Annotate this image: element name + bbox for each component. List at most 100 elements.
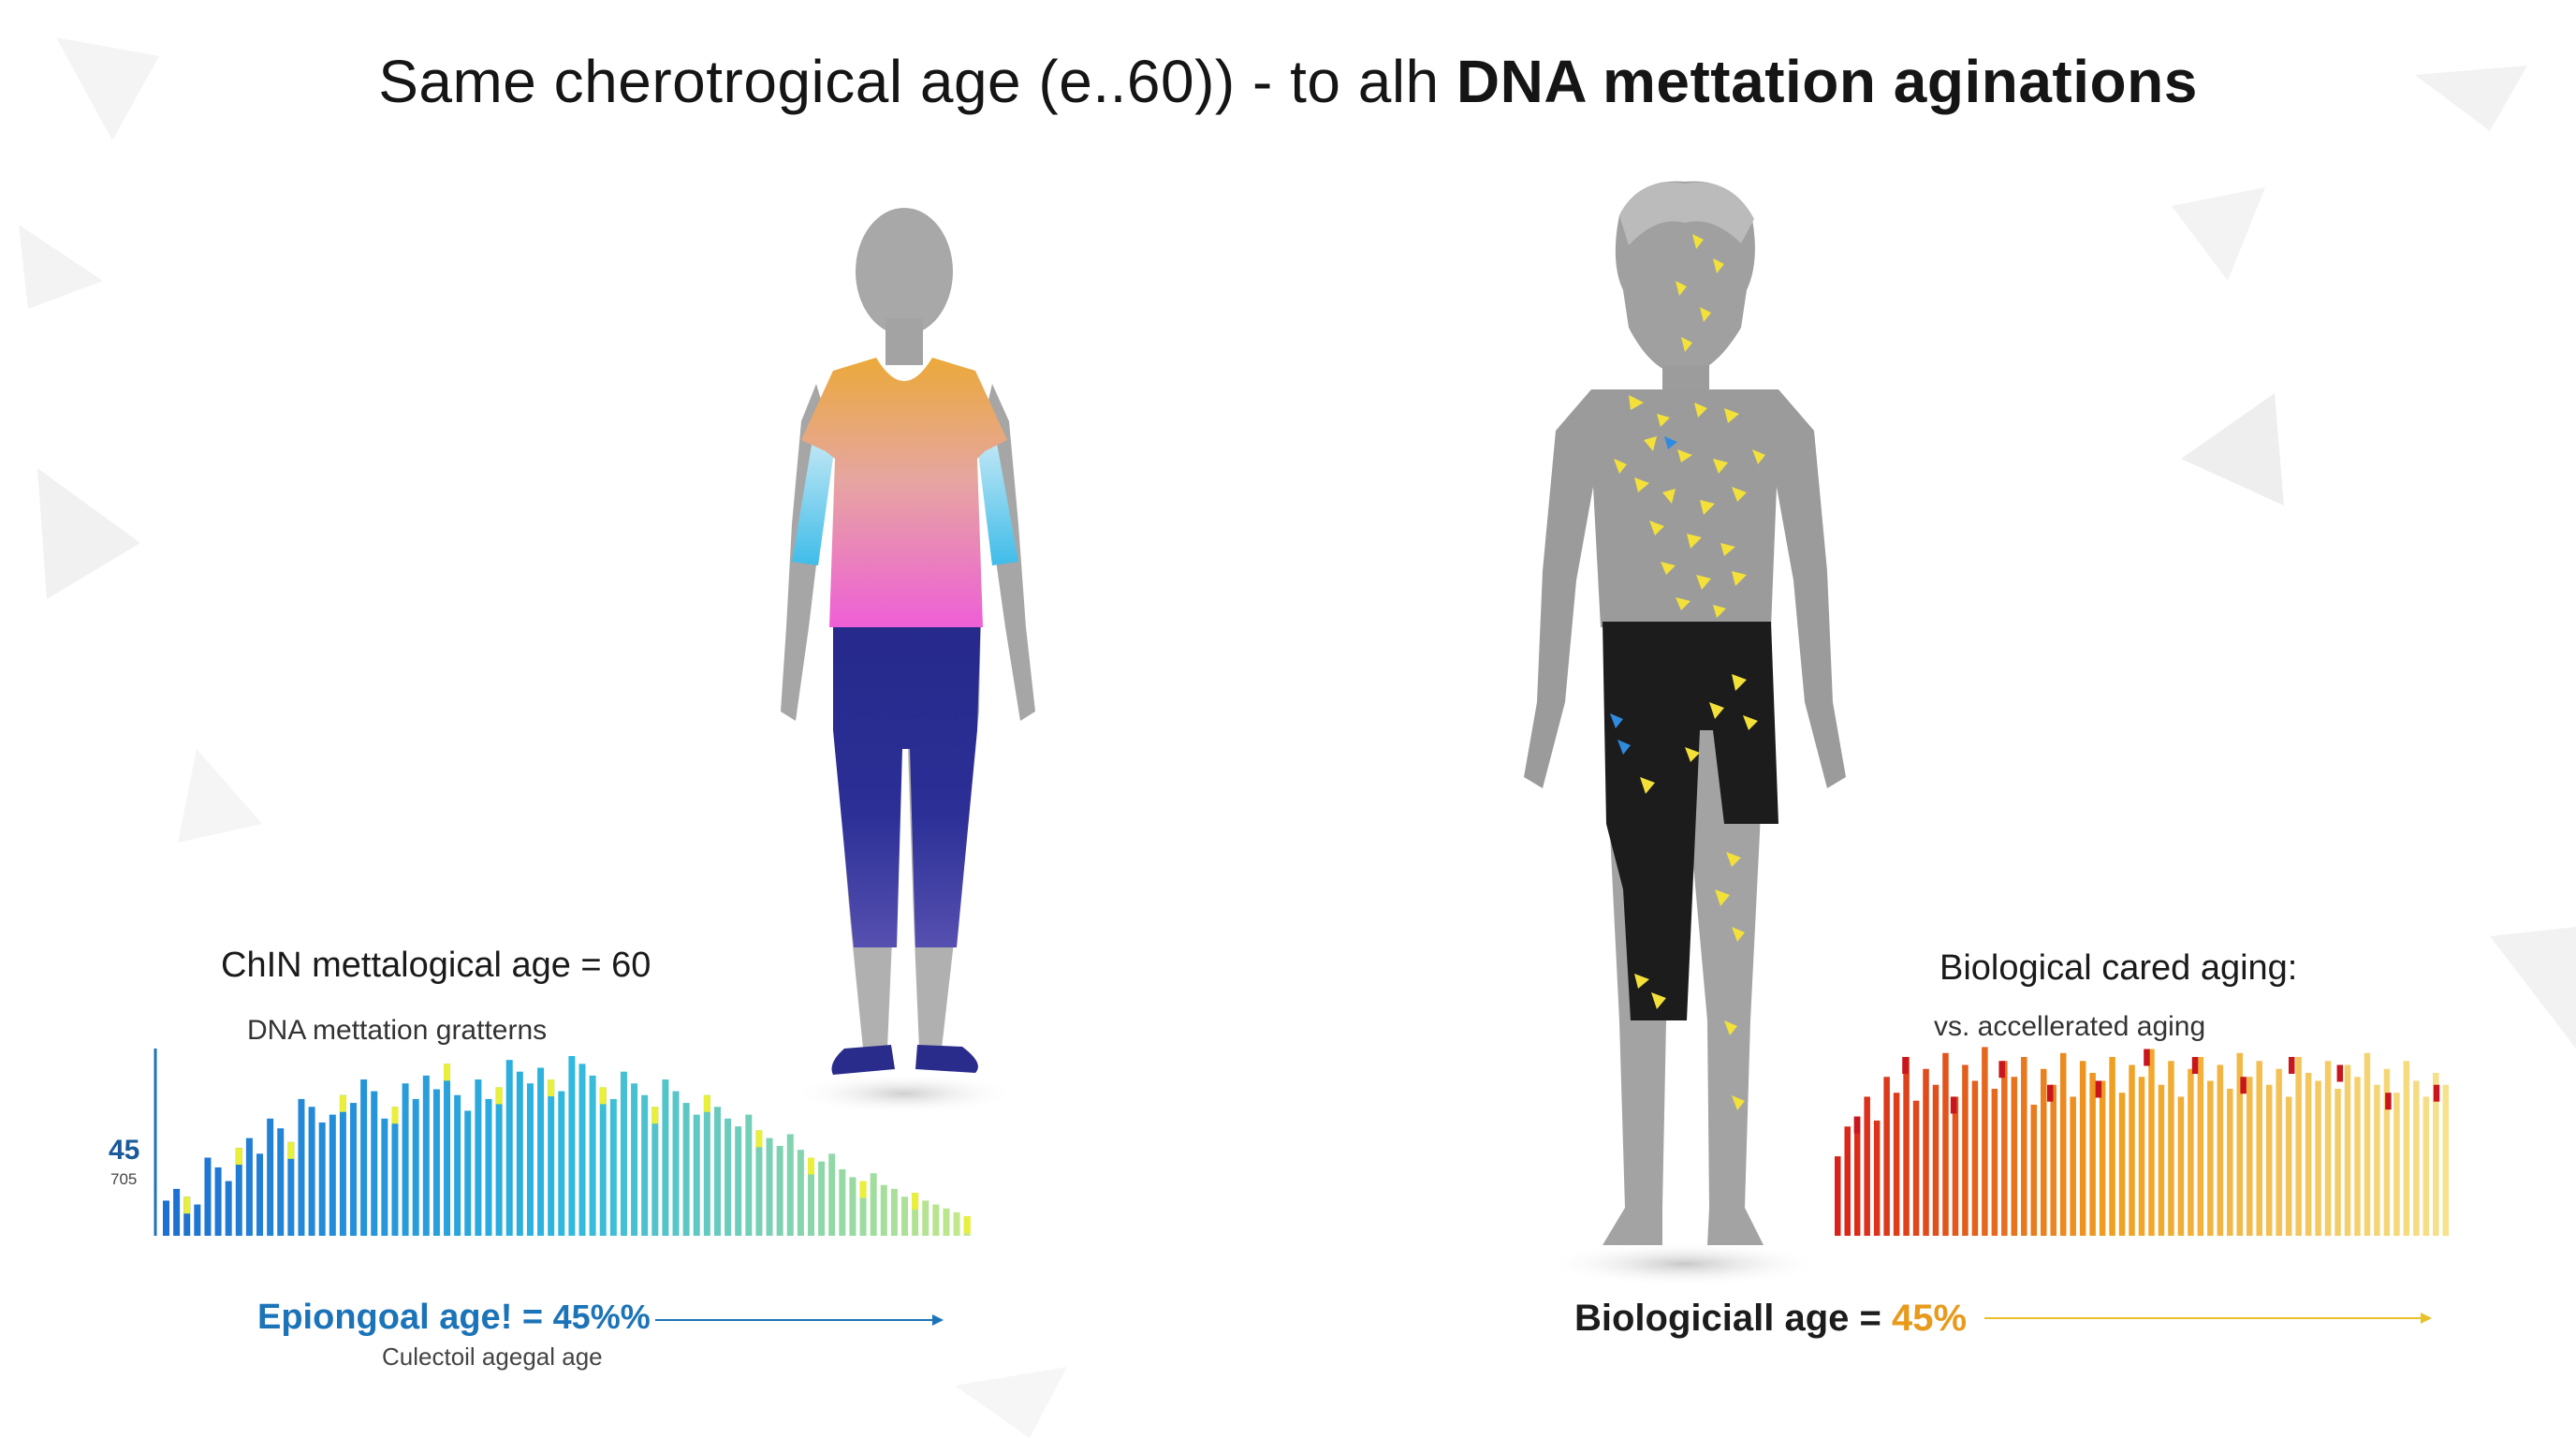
bar xyxy=(2059,1052,2067,1236)
left-panel-heading: ChIN mettalogical age = 60 xyxy=(221,946,651,985)
bar xyxy=(2177,1096,2185,1236)
bar xyxy=(578,1064,586,1236)
hair xyxy=(1619,182,1754,245)
bar-cap xyxy=(287,1141,295,1159)
bar-cap xyxy=(548,1079,555,1097)
biological-age-value: 45% xyxy=(1891,1298,1968,1339)
bar xyxy=(485,1098,492,1236)
bar xyxy=(859,1181,867,1236)
bar xyxy=(890,1188,898,1236)
bar-cap xyxy=(859,1181,867,1198)
bar-cap xyxy=(1998,1061,2005,1078)
bar xyxy=(2118,1093,2126,1236)
bar xyxy=(2070,1096,2076,1236)
bar xyxy=(2344,1064,2351,1236)
right-panel-heading: Biological cared aging: xyxy=(1939,948,2298,988)
bar xyxy=(807,1157,814,1236)
bar xyxy=(1844,1126,1851,1236)
left-panel-subheading: DNA mettation gratterns xyxy=(247,1015,548,1046)
bar xyxy=(1853,1116,1861,1236)
bar xyxy=(693,1114,700,1236)
biological-age-label-text: Biologiciall age = xyxy=(1574,1298,1892,1339)
bar xyxy=(516,1071,523,1236)
bar xyxy=(755,1130,763,1236)
bar xyxy=(350,1103,358,1236)
bar xyxy=(2324,1061,2332,1236)
bar-cap xyxy=(2047,1084,2054,1102)
bar xyxy=(1971,1080,1979,1236)
floor-shadow-right xyxy=(1544,1241,1825,1286)
right-shoe xyxy=(915,1045,978,1073)
bar xyxy=(1952,1096,1959,1236)
bar xyxy=(2334,1088,2341,1236)
bar xyxy=(2442,1084,2450,1236)
bar xyxy=(2422,1096,2430,1236)
bar xyxy=(745,1114,753,1236)
bar xyxy=(558,1091,565,1236)
bar xyxy=(2041,1068,2047,1236)
bar xyxy=(2276,1068,2282,1236)
bar xyxy=(2050,1084,2056,1236)
bar-cap xyxy=(599,1087,607,1105)
bar xyxy=(204,1157,212,1236)
shirt xyxy=(801,358,1007,627)
bar xyxy=(724,1118,732,1236)
bar-cap xyxy=(912,1193,919,1211)
bar xyxy=(339,1094,346,1236)
bar xyxy=(1873,1120,1881,1236)
bar xyxy=(432,1089,440,1236)
bar xyxy=(548,1079,555,1236)
bar xyxy=(1923,1068,1929,1236)
bar-cap xyxy=(963,1216,971,1234)
bar xyxy=(922,1200,929,1236)
bar xyxy=(2305,1072,2312,1236)
bar xyxy=(2285,1096,2292,1236)
bar xyxy=(641,1094,649,1236)
bar xyxy=(371,1091,378,1236)
bar xyxy=(766,1137,773,1236)
left-axis-value: 45 xyxy=(109,1135,140,1166)
bar-cap xyxy=(2191,1057,2199,1075)
bar xyxy=(2217,1064,2224,1236)
bar xyxy=(735,1126,742,1236)
bar-cap xyxy=(2144,1049,2150,1066)
bar xyxy=(953,1211,960,1236)
aging-man-figure xyxy=(1524,181,1846,1286)
mutation-marks-blue xyxy=(1610,436,1677,755)
bar xyxy=(1893,1093,1900,1236)
mutation-marks xyxy=(1614,234,1765,1110)
bar xyxy=(464,1110,472,1236)
bar xyxy=(2197,1057,2204,1236)
bar xyxy=(2001,1061,2008,1236)
left-footnote: Culectoil agegal age xyxy=(382,1343,603,1371)
bar xyxy=(173,1188,181,1236)
bar-cap xyxy=(2288,1057,2295,1075)
bar xyxy=(620,1071,627,1236)
bar xyxy=(308,1107,315,1236)
left-arrow-icon xyxy=(655,1314,944,1326)
bar xyxy=(2148,1049,2155,1236)
bar xyxy=(277,1128,285,1236)
bar-cap xyxy=(391,1107,399,1124)
left-shoe xyxy=(831,1045,895,1075)
bar xyxy=(901,1196,909,1236)
bar xyxy=(360,1079,368,1236)
bar-cap xyxy=(339,1094,346,1112)
bar xyxy=(1982,1047,1988,1236)
bar xyxy=(2109,1057,2115,1236)
bar xyxy=(287,1141,295,1236)
bar xyxy=(2030,1104,2038,1236)
bar xyxy=(870,1173,877,1236)
bar xyxy=(1942,1052,1949,1236)
bar xyxy=(682,1103,690,1236)
bar xyxy=(537,1067,545,1236)
left-methylation-chart xyxy=(154,1049,971,1236)
bar xyxy=(2168,1061,2174,1236)
bar xyxy=(475,1079,482,1236)
right-sleeve xyxy=(975,418,1018,565)
bar-cap xyxy=(2240,1077,2247,1094)
floor-shadow xyxy=(792,1073,1017,1114)
bar xyxy=(943,1208,950,1236)
bar xyxy=(662,1079,669,1236)
